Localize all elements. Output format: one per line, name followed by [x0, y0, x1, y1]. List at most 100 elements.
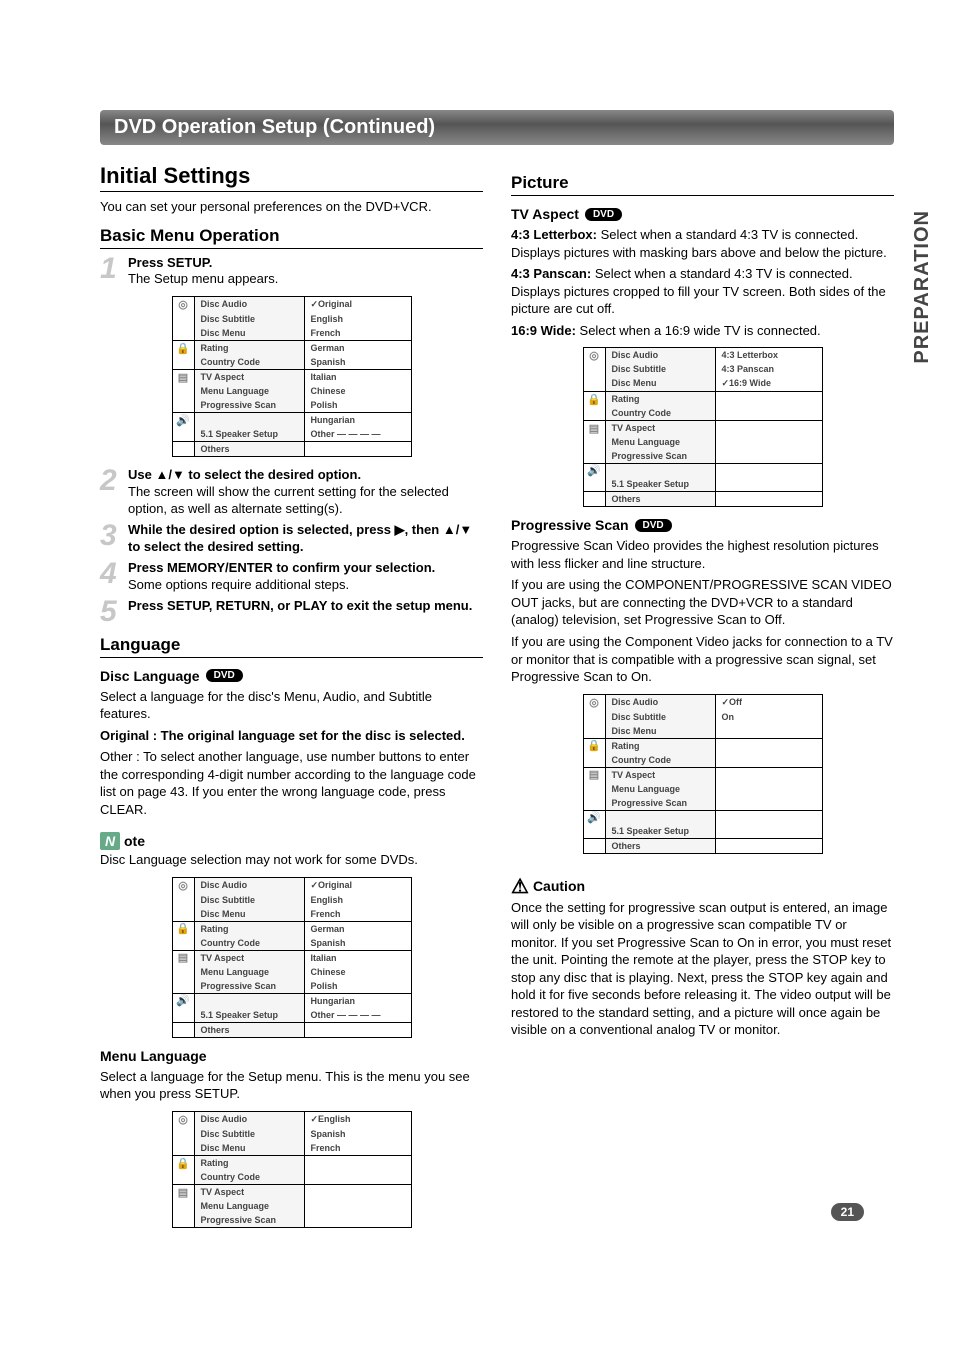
menu-item: TV Aspect [195, 370, 305, 384]
menu-value: Other — — — — [305, 1008, 411, 1022]
menu-value [716, 768, 822, 782]
menu-value [716, 435, 822, 449]
menu-value: English [305, 893, 411, 907]
setup-menu-screenshot-1: ◎Disc Audio✓Original Disc SubtitleEnglis… [172, 296, 412, 457]
disc-lang-other: Other : To select another language, use … [100, 748, 483, 818]
heading-initial-settings: Initial Settings [100, 163, 483, 192]
note-label: ote [124, 833, 145, 849]
menu-item: Country Code [195, 936, 305, 950]
right-column: Picture TV Aspect DVD 4:3 Letterbox: Sel… [511, 163, 894, 1238]
menu-item [606, 811, 716, 824]
menu-value: Other — — — — [305, 427, 411, 441]
heading-picture: Picture [511, 173, 894, 196]
menu-item: Menu Language [195, 384, 305, 398]
menu-lang-body: Select a language for the Setup menu. Th… [100, 1068, 483, 1103]
disc-icon: ◎ [589, 349, 599, 362]
menu-item: TV Aspect [606, 768, 716, 782]
menu-item: Others [606, 839, 716, 853]
menu-value: Chinese [305, 384, 411, 398]
menu-item [195, 994, 305, 1008]
menu-item: Disc Menu [606, 724, 716, 738]
menu-item: Others [195, 1023, 305, 1037]
menu-value [716, 464, 822, 477]
menu-value: ✓English [305, 1112, 411, 1127]
menu-item: Disc Menu [195, 326, 305, 340]
step-lead: Use ▲/▼ to select the desired option. [128, 467, 361, 482]
lock-icon: 🔒 [176, 1157, 190, 1170]
step-lead: Press MEMORY/ENTER to confirm your selec… [128, 560, 435, 575]
menu-item: Rating [606, 392, 716, 406]
menu-item: Disc Menu [195, 907, 305, 921]
note-icon: Note [100, 832, 145, 850]
menu-item: Progressive Scan [606, 449, 716, 463]
menu-value: Spanish [305, 355, 411, 369]
heading-progressive-scan: Progressive Scan DVD [511, 517, 894, 533]
heading-menu-language: Menu Language [100, 1048, 483, 1064]
disc-icon: ◎ [589, 696, 599, 709]
progressive-scan-label: Progressive Scan [511, 517, 629, 533]
step-2: 2 Use ▲/▼ to select the desired option. T… [100, 467, 483, 518]
menu-item: TV Aspect [195, 951, 305, 965]
menu-value [716, 392, 822, 406]
note-body: Disc Language selection may not work for… [100, 851, 483, 869]
menu-item: Disc Subtitle [606, 362, 716, 376]
lock-icon: 🔒 [176, 342, 190, 355]
menu-item: 5.1 Speaker Setup [606, 477, 716, 491]
step-lead: While the desired option is selected, pr… [128, 522, 472, 554]
disc-icon: ◎ [178, 1113, 188, 1126]
menu-item: Disc Menu [606, 376, 716, 391]
menu-item: TV Aspect [606, 421, 716, 435]
menu-value [305, 1199, 411, 1213]
menu-value [716, 724, 822, 738]
step-number: 1 [100, 255, 122, 289]
menu-item: Rating [606, 739, 716, 753]
menu-item: Disc Subtitle [606, 710, 716, 724]
menu-value: ✓Original [305, 297, 411, 312]
menu-value [716, 449, 822, 463]
menu-item: Progressive Scan [195, 1213, 305, 1227]
menu-value: Chinese [305, 965, 411, 979]
dvd-pill-icon: DVD [585, 208, 622, 221]
step-rest: The screen will show the current setting… [128, 484, 449, 516]
step-5: 5 Press SETUP, RETURN, or PLAY to exit t… [100, 598, 483, 625]
tv-aspect-p2: 4:3 Panscan: Select when a standard 4:3 … [511, 265, 894, 318]
menu-value: Hungarian [305, 994, 411, 1008]
menu-value: French [305, 326, 411, 340]
menu-item: Disc Audio [606, 695, 716, 710]
page-number: 21 [831, 1203, 864, 1221]
speaker-icon: 🔊 [176, 414, 190, 427]
tv-icon: ▤ [178, 371, 188, 384]
heading-tv-aspect: TV Aspect DVD [511, 206, 894, 222]
menu-item: Country Code [606, 753, 716, 767]
menu-item: Progressive Scan [606, 796, 716, 810]
menu-value [305, 442, 411, 456]
menu-item: Menu Language [606, 782, 716, 796]
menu-item: Menu Language [606, 435, 716, 449]
menu-value: ✓Off [716, 695, 822, 710]
speaker-icon: 🔊 [587, 464, 601, 477]
menu-item [606, 464, 716, 477]
warning-triangle-icon: ⚠ [511, 874, 529, 899]
setup-menu-screenshot-3: ◎Disc Audio✓English Disc SubtitleSpanish… [172, 1111, 412, 1228]
disc-icon: ◎ [178, 298, 188, 311]
setup-menu-screenshot-4: ◎Disc Audio4:3 Letterbox Disc Subtitle4:… [583, 347, 823, 507]
menu-value [716, 796, 822, 810]
menu-item: 5.1 Speaker Setup [195, 427, 305, 441]
menu-value: French [305, 1141, 411, 1155]
menu-value: On [716, 710, 822, 724]
step-rest: The Setup menu appears. [128, 271, 278, 286]
step-number: 4 [100, 560, 122, 594]
menu-item: Menu Language [195, 1199, 305, 1213]
menu-item: Disc Audio [195, 1112, 305, 1127]
menu-value [305, 1185, 411, 1199]
menu-value [305, 1156, 411, 1170]
step-number: 2 [100, 467, 122, 518]
tv-aspect-p1: 4:3 Letterbox: Select when a standard 4:… [511, 226, 894, 261]
heading-basic-menu: Basic Menu Operation [100, 226, 483, 249]
left-column: Initial Settings You can set your person… [100, 163, 483, 1238]
step-lead: Press SETUP, RETURN, or PLAY to exit the… [128, 598, 472, 613]
menu-value: 4:3 Panscan [716, 362, 822, 376]
menu-value [716, 739, 822, 753]
speaker-icon: 🔊 [176, 994, 190, 1007]
dvd-pill-icon: DVD [206, 669, 243, 682]
